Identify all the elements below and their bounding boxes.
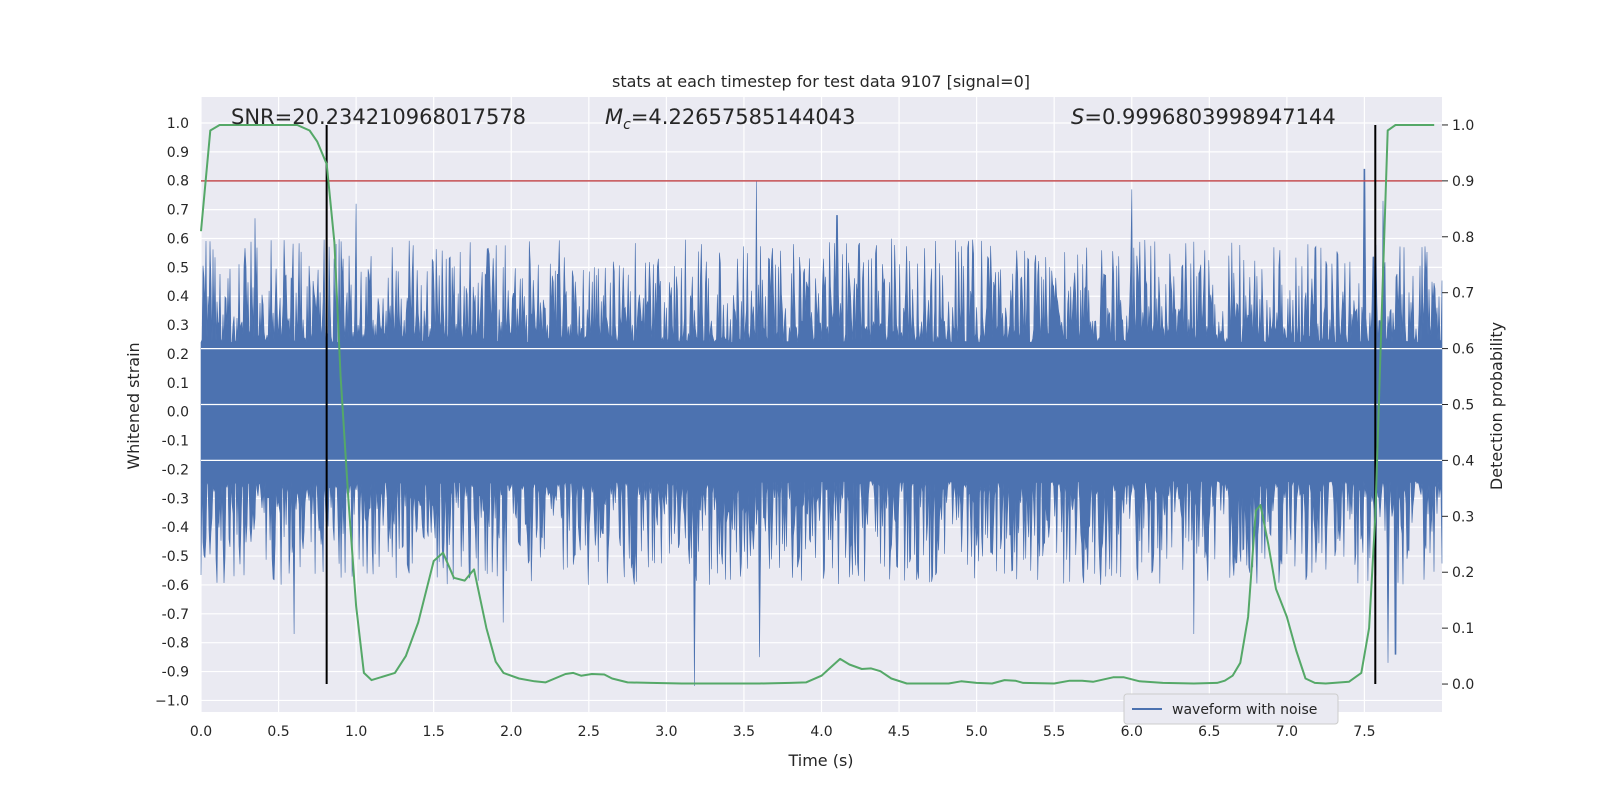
y2-tick-label: 0.5	[1452, 398, 1474, 414]
y2-tick-label: 0.7	[1452, 286, 1474, 302]
y-tick-label: -0.7	[162, 607, 189, 623]
y-tick-label: 0.6	[167, 231, 189, 247]
y-tick-label: -0.6	[162, 578, 189, 594]
x-tick-label: 7.5	[1353, 724, 1375, 740]
y-tick-label: 0.8	[167, 174, 189, 190]
x-axis-label: Time (s)	[787, 751, 853, 770]
y2-tick-label: 0.6	[1452, 342, 1474, 358]
s-value: =0.9996803998947144	[1084, 105, 1335, 129]
y2-tick-label: 0.8	[1452, 230, 1474, 246]
y2-tick-label: 1.0	[1452, 118, 1474, 134]
x-tick-label: 0.0	[190, 724, 212, 740]
y2-tick-label: 0.0	[1452, 677, 1474, 693]
x-tick-label: 2.5	[578, 724, 600, 740]
x-tick-label: 1.5	[423, 724, 445, 740]
y2-axis-label: Detection probability	[1487, 322, 1506, 490]
y2-tick-label: 0.9	[1452, 174, 1474, 190]
y-tick-label: -0.2	[162, 462, 189, 478]
y-tick-label: 0.9	[167, 145, 189, 161]
legend: waveform with noise	[1123, 693, 1339, 725]
mc-subscript: c	[623, 117, 631, 133]
x-tick-label: 2.0	[500, 724, 522, 740]
y-tick-label: -0.4	[162, 520, 189, 536]
y-tick-label: 1.0	[167, 116, 189, 132]
y-tick-label: -0.1	[162, 434, 189, 450]
y-tick-label: -0.8	[162, 636, 189, 652]
x-tick-label: 1.0	[345, 724, 367, 740]
x-tick-label: 3.0	[655, 724, 677, 740]
x-tick-label: 6.0	[1121, 724, 1143, 740]
y-tick-label: 0.1	[167, 376, 189, 392]
probability-line	[200, 124, 1435, 685]
y-tick-label: 0.0	[167, 405, 189, 421]
x-tick-label: 0.5	[267, 724, 289, 740]
x-tick-label: 5.0	[965, 724, 987, 740]
snr-annotation: SNR=20.234210968017578	[231, 105, 526, 129]
y-tick-label: -0.9	[162, 665, 189, 681]
mc-symbol: M	[605, 105, 623, 129]
y-tick-label: 0.4	[167, 289, 189, 305]
y-tick-label: -0.3	[162, 491, 189, 507]
chart-title: stats at each timestep for test data 910…	[612, 72, 1030, 91]
waveform-noise-path	[200, 168, 1443, 687]
y-axis-label: Whitened strain	[124, 342, 143, 469]
series-detection-probability	[200, 124, 1435, 685]
y-tick-label: 0.5	[167, 260, 189, 276]
y-tick-label: -0.5	[162, 549, 189, 565]
y-tick-label: 0.7	[167, 203, 189, 219]
mc-value: =4.22657585144043	[631, 105, 856, 129]
y2-tick-label: 0.1	[1452, 621, 1474, 637]
y-tick-label: 0.2	[167, 347, 189, 363]
axis-ticks: 0.0 0.5 1.0 1.5 2.0 2.5 3.0 3.5 4.0 4.5 5.0 5.5 6.0 6…	[155, 116, 1474, 740]
series-waveform-with-noise	[200, 168, 1443, 687]
chirp-mass-annotation: Mc=4.22657585144043	[605, 105, 856, 133]
x-tick-label: 4.0	[810, 724, 832, 740]
y2-tick-label: 0.2	[1452, 565, 1474, 581]
legend-box	[1123, 693, 1339, 725]
x-tick-label: 7.0	[1276, 724, 1298, 740]
x-tick-label: 6.5	[1198, 724, 1220, 740]
legend-label-waveform: waveform with noise	[1172, 702, 1317, 718]
overlay-lines	[201, 124, 1442, 685]
y2-tick-label: 0.3	[1452, 509, 1474, 525]
x-tick-label: 3.5	[733, 724, 755, 740]
y-tick-label: −1.0	[155, 693, 189, 709]
y-tick-label: 0.3	[167, 318, 189, 334]
score-annotation: S=0.9996803998947144	[1071, 105, 1336, 129]
x-tick-label: 5.5	[1043, 724, 1065, 740]
y2-tick-label: 0.4	[1452, 453, 1474, 469]
x-tick-label: 4.5	[888, 724, 910, 740]
s-symbol: S	[1071, 105, 1084, 129]
